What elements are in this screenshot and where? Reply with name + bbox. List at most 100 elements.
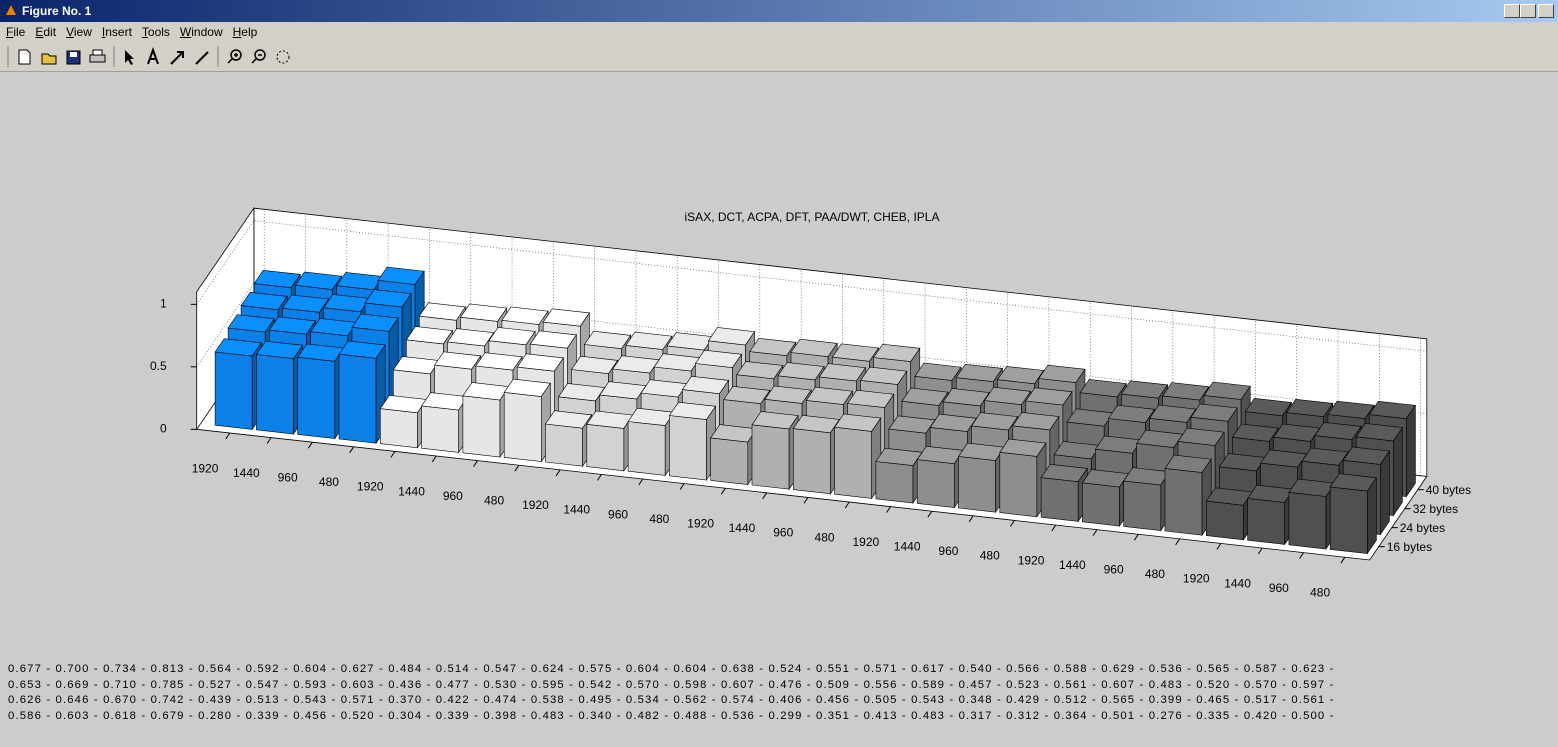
separator: - — [1087, 663, 1102, 675]
value-label: 0.348 — [958, 694, 993, 707]
bar-front — [1206, 500, 1244, 541]
new-file-button[interactable] — [18, 49, 31, 65]
print-button[interactable] — [89, 49, 106, 63]
value-label: 0.276 — [1148, 709, 1183, 722]
tick-mark — [514, 464, 520, 472]
value-line: 0.586 - 0.603 - 0.618 - 0.679 - 0.280 - … — [8, 709, 1339, 725]
value-label: 0.422 — [435, 694, 470, 707]
value-label: 0.646 — [55, 694, 90, 707]
tick-mark — [1175, 538, 1181, 546]
separator: - — [1040, 678, 1054, 691]
line-button[interactable] — [195, 51, 209, 65]
bar — [1288, 478, 1336, 550]
bar-front — [1288, 491, 1327, 550]
value-label: 0.700 — [55, 663, 90, 675]
value-label: 0.500 — [1291, 709, 1326, 722]
value-label: 0.536 — [1148, 663, 1183, 675]
x-tick-label: 480 — [319, 475, 339, 489]
separator: - — [897, 709, 912, 722]
separator: - — [850, 694, 864, 707]
value-label: 0.604 — [293, 663, 328, 675]
separator: - — [992, 694, 1007, 707]
bar — [214, 338, 262, 431]
value-label: 0.501 — [1101, 709, 1136, 722]
bar — [1205, 487, 1254, 541]
value-label: 0.574 — [720, 694, 755, 707]
value-label: 0.547 — [245, 678, 280, 691]
x-tick-label: 480 — [980, 549, 1000, 563]
tick-mark — [927, 510, 933, 518]
z-tick-label: 0.5 — [150, 359, 167, 373]
bar-front — [586, 423, 625, 472]
tick-mark — [762, 492, 768, 500]
zoom-in-button[interactable] — [227, 49, 242, 64]
value-label: 0.813 — [150, 663, 185, 675]
zoom-out-button[interactable] — [251, 49, 266, 64]
menu-bar: File Edit View Insert Tools Window Help — [0, 22, 1558, 42]
menu-item[interactable]: Insert — [101, 25, 132, 39]
tick-mark — [844, 501, 850, 509]
value-label: 0.317 — [958, 709, 993, 722]
value-label: 0.710 — [103, 678, 138, 691]
bar — [792, 414, 841, 495]
open-button[interactable] — [41, 53, 57, 65]
menu-item[interactable]: Tools — [141, 25, 170, 39]
value-label: 0.653 — [8, 678, 43, 691]
value-label: 0.669 — [55, 678, 90, 691]
separator: - — [137, 709, 151, 722]
close-button[interactable] — [1538, 4, 1554, 18]
value-label: 0.543 — [911, 694, 946, 707]
separator: - — [659, 694, 674, 707]
value-label: 0.456 — [293, 709, 328, 722]
separator: - — [1087, 709, 1102, 722]
separator: - — [469, 694, 484, 707]
bar-front — [503, 392, 542, 462]
value-label: 0.561 — [1291, 694, 1326, 707]
value-label: 0.593 — [293, 678, 328, 691]
bar — [627, 407, 675, 477]
separator: - — [232, 678, 246, 691]
separator: - — [42, 709, 56, 722]
menu-item[interactable]: File — [6, 25, 26, 39]
rotate-button[interactable] — [276, 50, 290, 64]
x-tick-label: 480 — [1145, 567, 1165, 581]
value-label: 0.483 — [1148, 678, 1183, 691]
value-line: 0.626 - 0.646 - 0.670 - 0.742 - 0.439 - … — [8, 693, 1339, 709]
separator: - — [137, 694, 151, 707]
separator: - — [1135, 709, 1149, 722]
x-tick-label: 960 — [773, 526, 793, 540]
menu-item[interactable]: View — [66, 25, 92, 39]
value-label: 0.280 — [198, 709, 233, 722]
value-label: 0.513 — [245, 694, 280, 707]
separator: - — [945, 694, 959, 707]
text-button[interactable] — [147, 47, 159, 65]
bar-side — [1393, 426, 1403, 517]
value-label: 0.588 — [1053, 663, 1088, 675]
value-label: 0.556 — [863, 678, 898, 691]
save-button[interactable] — [66, 50, 81, 65]
maximize-button[interactable] — [1520, 4, 1536, 18]
menu-item[interactable]: Help — [232, 25, 258, 39]
menu-item[interactable]: Edit — [35, 25, 57, 39]
minimize-button[interactable] — [1504, 4, 1520, 18]
value-label: 0.562 — [673, 694, 708, 707]
select-button[interactable] — [125, 50, 134, 65]
value-label: 0.406 — [768, 694, 803, 707]
series-label: 40 bytes — [1426, 483, 1471, 497]
separator: - — [279, 694, 294, 707]
menu-item[interactable]: Window — [179, 25, 223, 39]
separator: - — [564, 709, 579, 722]
arrow-button[interactable] — [170, 51, 184, 65]
bar-front — [627, 421, 666, 476]
x-tick-label: 1920 — [1018, 553, 1045, 567]
separator: - — [755, 694, 769, 707]
x-tick-label: 1920 — [1183, 572, 1210, 586]
value-label: 0.474 — [483, 694, 518, 707]
separator: - — [897, 694, 912, 707]
separator: - — [707, 663, 721, 675]
value-label: 0.364 — [1053, 709, 1088, 722]
bar-front — [1329, 486, 1368, 554]
x-tick-label: 960 — [443, 489, 463, 503]
separator: - — [42, 663, 56, 675]
separator: - — [612, 663, 626, 675]
